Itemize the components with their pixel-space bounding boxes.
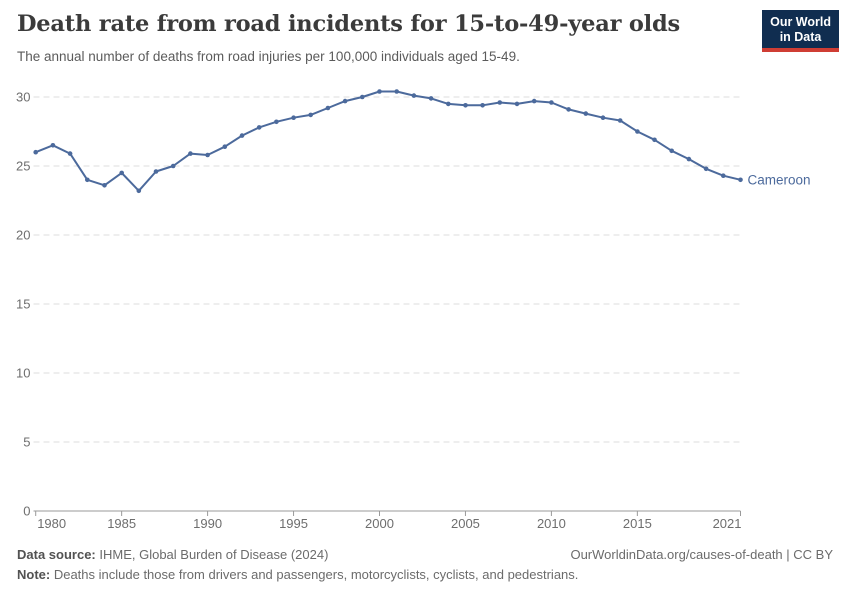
y-axis-label-25: 25 [16,159,30,174]
page-title: Death rate from road incidents for 15-to… [17,11,681,37]
owid-logo-line2: in Data [779,30,822,44]
data-point-1991[interactable] [222,144,228,149]
x-axis-label-2015: 2015 [623,516,652,531]
data-point-1993[interactable] [256,125,262,130]
data-point-2018[interactable] [686,156,692,162]
footer-note: Note: Deaths include those from drivers … [17,567,579,582]
entity-label-cameroon[interactable]: Cameroon [747,172,810,187]
data-point-2020[interactable] [721,173,726,178]
chart-footer: Data source: IHME, Global Burden of Dise… [17,545,833,585]
data-point-2009[interactable] [531,98,537,104]
y-axis-label-0: 0 [23,504,30,519]
data-point-1986[interactable] [136,188,142,194]
data-point-1987[interactable] [153,169,159,174]
data-point-2015[interactable] [635,129,640,134]
chart-subtitle: The annual number of deaths from road in… [17,49,520,64]
data-point-2013[interactable] [600,115,606,120]
data-point-1989[interactable] [188,151,193,156]
y-axis-label-20: 20 [16,228,30,243]
data-point-2004[interactable] [446,101,451,107]
data-point-1985[interactable] [119,170,124,176]
data-point-1994[interactable] [274,119,279,125]
data-point-2000[interactable] [377,89,382,94]
series-line-cameroon[interactable] [34,90,742,192]
data-point-1980[interactable] [33,149,38,155]
data-point-1988[interactable] [170,163,176,169]
data-point-1983[interactable] [85,177,90,183]
data-point-2003[interactable] [428,96,434,101]
x-axis-label-1995: 1995 [279,516,308,531]
data-point-1982[interactable] [67,151,73,156]
data-point-1981[interactable] [50,143,56,148]
data-point-2007[interactable] [497,100,503,105]
data-point-2016[interactable] [652,137,657,143]
y-axis-label-15: 15 [16,297,30,312]
owid-url-link[interactable]: OurWorldinData.org/causes-of-death | CC … [570,547,833,562]
y-axis-label-5: 5 [23,435,30,450]
data-point-1984[interactable] [102,183,107,188]
x-axis-label-1985: 1985 [107,516,136,531]
data-source-text: Data source: IHME, Global Burden of Dise… [17,547,329,562]
data-point-2012[interactable] [583,111,589,116]
data-point-2001[interactable] [394,89,400,94]
x-axis-label-2005: 2005 [451,516,480,531]
y-axis-label-30: 30 [16,90,30,105]
x-axis-label-1980: 1980 [37,516,66,531]
x-axis-label-2010: 2010 [537,516,566,531]
data-point-2006[interactable] [480,103,485,108]
data-source-label: Data source: [17,547,96,562]
data-point-2010[interactable] [549,100,554,105]
data-point-2008[interactable] [514,101,520,107]
data-point-1995[interactable] [291,115,296,120]
data-point-2002[interactable] [411,93,417,98]
x-axis-label-2000: 2000 [365,516,394,531]
data-point-2005[interactable] [463,103,468,108]
y-axis-label-10: 10 [16,366,30,381]
data-point-1992[interactable] [239,133,245,138]
data-point-2014[interactable] [617,118,623,123]
line-chart-canvas: 0 5 10 15 20 25 30 1980 1985 1990 1995 2000 2005 2010… [16,89,811,531]
data-point-2011[interactable] [566,107,571,112]
data-point-2017[interactable] [669,148,674,154]
data-point-2019[interactable] [703,166,709,172]
data-point-1990[interactable] [205,152,210,158]
note-label: Note: [17,567,51,582]
x-axis-label-2021: 2021 [713,516,742,531]
data-point-1997[interactable] [325,105,331,111]
data-point-2021[interactable] [738,177,743,183]
data-point-1999[interactable] [360,94,365,100]
data-point-1998[interactable] [342,98,348,104]
x-axis-label-1990: 1990 [193,516,222,531]
owid-logo[interactable]: Our World in Data [762,10,839,52]
owid-logo-line1: Our World [770,15,831,29]
data-point-1996[interactable] [308,112,314,118]
